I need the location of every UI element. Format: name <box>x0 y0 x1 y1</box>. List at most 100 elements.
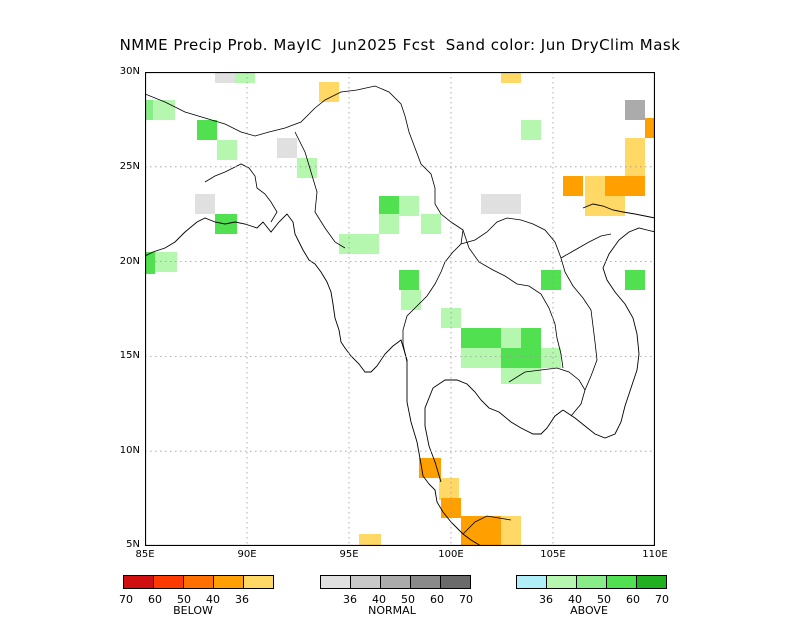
border-myanmar-west <box>294 131 346 249</box>
lat-tick-label: 15N <box>119 350 140 361</box>
legend-label: 50 <box>401 593 415 606</box>
legend-label: 70 <box>459 593 473 606</box>
border-himalaya <box>145 85 406 137</box>
map-frame <box>145 72 655 546</box>
probability-cell <box>461 348 501 368</box>
probability-cell <box>563 176 583 196</box>
legend-swatch <box>517 576 547 588</box>
probability-cell <box>625 270 645 290</box>
lon-tick-label: 105E <box>540 549 566 560</box>
legend-label: 40 <box>372 593 386 606</box>
legend-normal-caption: NORMAL <box>368 604 416 617</box>
legend-swatch <box>441 576 470 588</box>
lon-tick-label: 100E <box>438 549 464 560</box>
map-border <box>145 72 655 546</box>
legend-label: 60 <box>626 593 640 606</box>
probability-cell <box>197 120 217 140</box>
legend-label: 40 <box>568 593 582 606</box>
probability-cell <box>215 72 235 83</box>
legend-label: 70 <box>655 593 669 606</box>
probability-cell <box>319 82 339 102</box>
probability-cell <box>439 478 459 500</box>
probability-cell <box>625 100 645 120</box>
borders <box>145 85 612 535</box>
border-thailand-laos <box>462 229 564 369</box>
probability-cell <box>153 100 175 120</box>
probability-cell <box>401 290 421 310</box>
probability-cell <box>339 234 379 254</box>
probability-cell <box>521 328 541 348</box>
legend-label: 36 <box>343 593 357 606</box>
probability-cell <box>585 196 625 216</box>
probability-cell <box>379 196 399 216</box>
map-title: NMME Precip Prob. MayIC Jun2025 Fcst San… <box>119 36 681 54</box>
probability-cell <box>645 118 655 138</box>
probability-cell <box>359 534 381 546</box>
legend-label: 60 <box>148 593 162 606</box>
probability-cell <box>501 516 521 546</box>
lon-tick-label: 110E <box>642 549 668 560</box>
coastline-gulf-thailand <box>424 379 564 483</box>
legend-normal-bar <box>320 575 471 589</box>
probability-cell <box>277 138 297 158</box>
legend-swatch <box>637 576 666 588</box>
legend-swatch <box>124 576 154 588</box>
border-bangladesh <box>204 163 278 223</box>
legend-swatch <box>214 576 244 588</box>
probability-cell <box>145 100 153 120</box>
coastlines <box>145 203 655 546</box>
border-malay <box>462 515 512 535</box>
probability-cell <box>605 176 645 196</box>
legend-label: 60 <box>430 593 444 606</box>
probability-cell <box>419 458 441 478</box>
legend-swatch <box>607 576 637 588</box>
probability-cell <box>399 196 419 216</box>
lon-tick-label: 95E <box>339 549 359 560</box>
lat-tick-label: 30N <box>119 66 140 77</box>
legend-below-caption: BELOW <box>173 604 213 617</box>
probability-cells <box>145 72 655 546</box>
lon-tick-label: 85E <box>135 549 155 560</box>
probability-cell <box>501 368 541 384</box>
legend-swatch <box>381 576 411 588</box>
probability-cell <box>235 72 255 83</box>
probability-cell <box>521 120 541 140</box>
lat-lon-grid <box>145 72 655 546</box>
legend-swatch <box>351 576 381 588</box>
lon-tick-label: 90E <box>237 549 257 560</box>
legend-swatch <box>154 576 184 588</box>
legend-label: 36 <box>539 593 553 606</box>
coastline-china-south <box>582 203 655 219</box>
lat-tick-label: 20N <box>119 256 140 267</box>
probability-cell <box>501 328 521 348</box>
coastline-india-bay <box>145 213 482 546</box>
legend-label: 50 <box>177 593 191 606</box>
probability-cell <box>585 176 605 196</box>
probability-cell <box>461 516 501 546</box>
probability-cell <box>379 214 399 234</box>
probability-cell <box>145 252 155 274</box>
legend-swatch <box>577 576 607 588</box>
lat-tick-label: 5N <box>126 539 140 550</box>
legend-swatch <box>184 576 214 588</box>
legend-below-bar <box>123 575 274 589</box>
border-china-vietnam <box>560 233 612 259</box>
lat-tick-label: 25N <box>119 161 140 172</box>
probability-cell <box>541 270 561 290</box>
probability-cell <box>481 194 521 214</box>
legend-above-caption: ABOVE <box>570 604 608 617</box>
legend-label: 70 <box>119 593 133 606</box>
legend-swatch <box>321 576 351 588</box>
border-cambodia <box>508 367 586 417</box>
probability-cell <box>461 328 501 348</box>
legend-label: 50 <box>597 593 611 606</box>
legend-swatch <box>244 576 273 588</box>
map-canvas <box>145 72 655 546</box>
lat-tick-label: 10N <box>119 445 140 456</box>
probability-cell <box>297 158 317 178</box>
probability-cell <box>399 270 419 290</box>
legend-label: 36 <box>235 593 249 606</box>
probability-cell <box>421 214 441 234</box>
coastline-vietnam <box>562 227 655 439</box>
probability-cell <box>501 348 541 368</box>
